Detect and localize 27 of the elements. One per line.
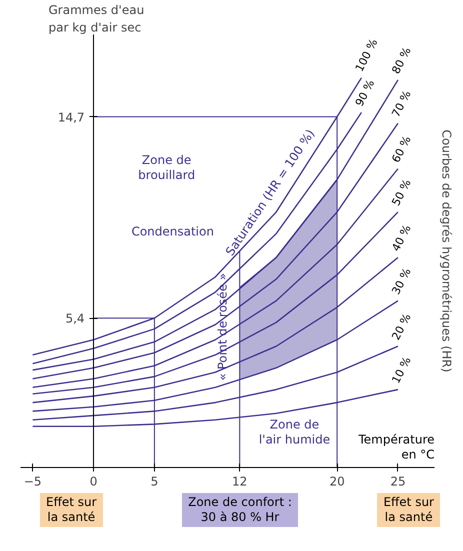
text: 10 % bbox=[389, 354, 414, 386]
text: 40 % bbox=[389, 222, 414, 254]
y-tick-label: 5,4 bbox=[65, 312, 85, 326]
text: Effet sur la santé bbox=[40, 493, 103, 527]
text: 90 % bbox=[352, 78, 378, 108]
x-tick-label: 25 bbox=[390, 474, 406, 488]
text: Zone de confort : 30 à 80 % Hr bbox=[182, 493, 298, 527]
y-tick-label: 14,7 bbox=[58, 110, 85, 124]
text: 80 % bbox=[389, 45, 414, 76]
annotation: Zone de brouillard bbox=[138, 153, 196, 182]
text: 50 % bbox=[389, 177, 414, 208]
text: 20 % bbox=[389, 311, 414, 342]
y-axis-title: Grammes d'eau par kg d'air sec bbox=[48, 3, 144, 34]
x-tick-label: −5 bbox=[24, 474, 42, 488]
x-tick-label: 12 bbox=[232, 474, 248, 488]
x-axis-title: Température en °C bbox=[357, 432, 435, 462]
x-tick-label: 5 bbox=[150, 474, 158, 488]
text: 100 % bbox=[352, 36, 380, 74]
x-tick-label: 20 bbox=[329, 474, 345, 488]
annotation: Zone de l'air humide bbox=[258, 417, 330, 446]
x-tick-label: 0 bbox=[90, 474, 98, 488]
annotation: Condensation bbox=[131, 224, 214, 239]
text: Effet sur la santé bbox=[377, 493, 440, 527]
text: 70 % bbox=[389, 88, 414, 120]
text: 60 % bbox=[389, 134, 414, 165]
text: Courbes de degrés hygrométriques (HR) bbox=[440, 130, 454, 372]
text: 30 % bbox=[389, 266, 414, 297]
